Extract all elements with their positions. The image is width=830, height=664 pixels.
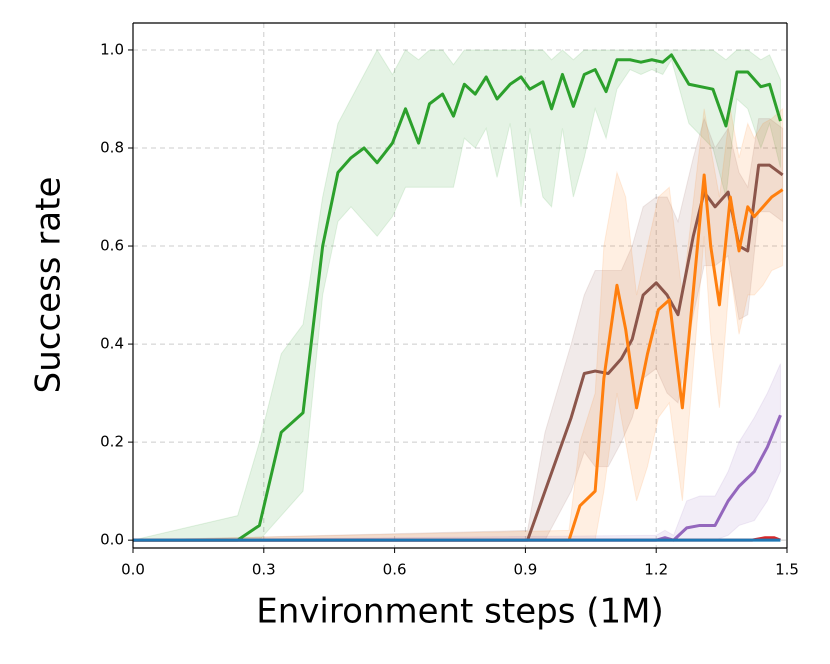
line <box>133 173 784 542</box>
x-axis-label: Environment steps (1M) <box>256 592 663 632</box>
x-tick-label: 0.0 <box>121 561 145 579</box>
y-tick-label: 1.0 <box>100 40 124 58</box>
y-tick-label: 0.2 <box>100 433 124 451</box>
y-tick-label: 0.4 <box>100 335 124 353</box>
x-tick-label: 1.5 <box>775 561 799 579</box>
x-tick-label: 0.3 <box>252 561 276 579</box>
confidence-band <box>132 48 781 541</box>
x-tick-label: 1.2 <box>644 561 668 579</box>
x-tick-label: 0.9 <box>513 561 537 579</box>
y-tick-label: 0.8 <box>100 139 124 157</box>
y-axis-label: Success rate <box>29 177 69 394</box>
line <box>133 414 782 542</box>
x-tick-label: 0.6 <box>383 561 407 579</box>
y-tick-label: 0.6 <box>100 237 124 255</box>
line <box>133 163 784 542</box>
confidence-band <box>132 107 784 541</box>
y-tick-label: 0.0 <box>100 531 124 549</box>
line <box>133 53 782 542</box>
